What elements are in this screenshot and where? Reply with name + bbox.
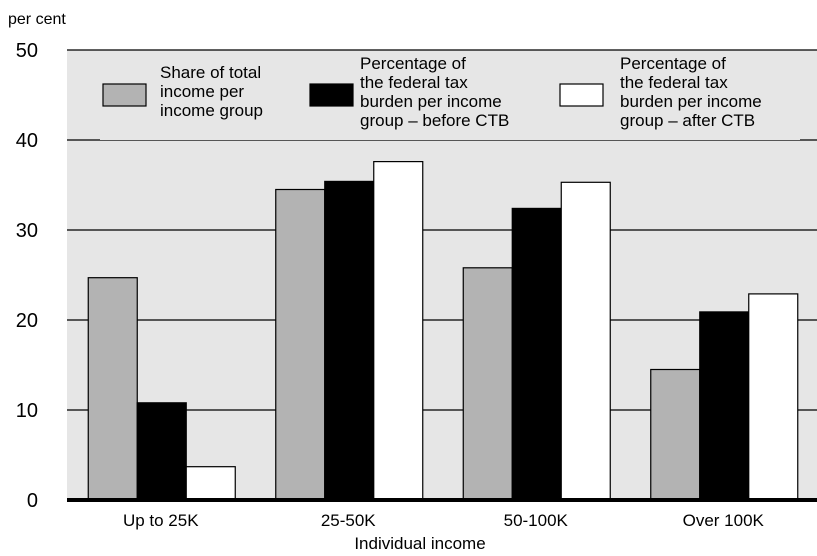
legend-label-line: group – after CTB <box>620 111 755 130</box>
legend-swatch <box>102 83 147 107</box>
y-tick-label: 50 <box>16 40 38 62</box>
legend-label-line: burden per income <box>360 92 502 111</box>
axes: 0 10 20 30 40 50 Up to 25K 25-50K 50-100K Over 10… <box>16 40 817 530</box>
legend-label-line: Percentage of <box>360 54 466 73</box>
y-tick-label: 20 <box>16 310 38 332</box>
y-tick-label: 10 <box>16 400 38 422</box>
legend-swatch <box>559 83 604 107</box>
legend-label-line: income group <box>160 101 263 120</box>
x-tick-label: Up to 25K <box>123 511 199 530</box>
bar <box>87 277 138 501</box>
bar <box>275 188 326 501</box>
bar <box>462 267 513 501</box>
x-axis-label: Individual income <box>354 534 485 553</box>
bar <box>650 368 701 501</box>
bar <box>136 402 187 501</box>
bar <box>560 181 611 501</box>
x-tick-label: 25-50K <box>321 511 376 530</box>
legend-label-line: the federal tax <box>360 73 468 92</box>
bars <box>87 161 799 501</box>
legend-label-line: income per <box>160 82 244 101</box>
y-unit-label: per cent <box>8 11 66 28</box>
legend-label-line: group – before CTB <box>360 111 509 130</box>
legend-swatch <box>309 83 354 107</box>
x-tick-label: Over 100K <box>683 511 765 530</box>
y-tick-label: 30 <box>16 220 38 242</box>
x-tick-label: 50-100K <box>504 511 569 530</box>
y-tick-label: 0 <box>27 490 38 512</box>
bar <box>699 311 750 501</box>
bar <box>324 180 375 501</box>
bar <box>185 466 236 501</box>
legend-label-line: burden per income <box>620 92 762 111</box>
bar <box>748 293 799 501</box>
legend-label-line: Percentage of <box>620 54 726 73</box>
y-tick-label: 40 <box>16 130 38 152</box>
bar <box>373 161 424 501</box>
legend-label-line: Share of total <box>160 63 261 82</box>
bar <box>511 207 562 501</box>
legend-background <box>100 52 800 140</box>
legend-label-line: the federal tax <box>620 73 728 92</box>
